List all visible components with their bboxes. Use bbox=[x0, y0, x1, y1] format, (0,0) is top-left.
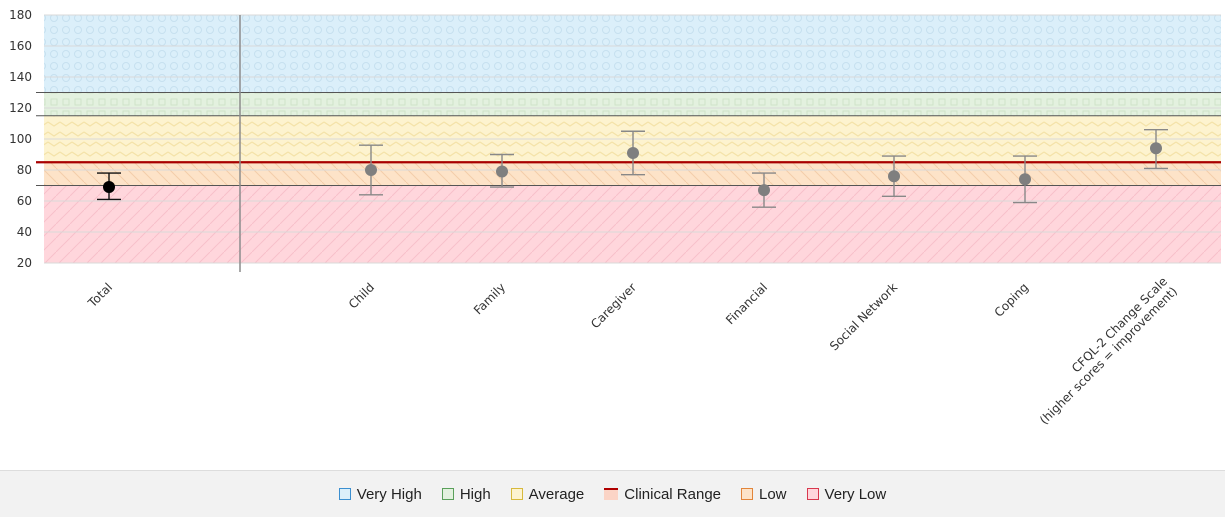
data-point bbox=[103, 181, 115, 194]
x-tick-label: Social Network bbox=[827, 280, 900, 353]
data-point-group bbox=[752, 172, 776, 208]
y-tick-label: 140 bbox=[9, 70, 32, 84]
x-tick-label-line: (higher scores = improvement) bbox=[1037, 284, 1180, 427]
legend-item-very-low[interactable]: Very Low bbox=[806, 485, 887, 503]
x-tick-label: CFQL-2 Change Scale(higher scores = impr… bbox=[1027, 274, 1180, 427]
data-point bbox=[758, 184, 770, 197]
data-point-group bbox=[882, 155, 906, 198]
data-point bbox=[496, 165, 508, 178]
data-point bbox=[1150, 142, 1162, 155]
y-tick-label: 60 bbox=[17, 194, 32, 208]
legend-swatch-low bbox=[741, 488, 753, 500]
y-tick-label: 80 bbox=[17, 163, 32, 177]
y-axis: 20 40 60 80 100 120 140 160 180 bbox=[9, 8, 32, 270]
legend-label-high: High bbox=[459, 485, 491, 503]
score-chart: 20 40 60 80 100 120 140 160 180 Total Child Family… bbox=[9, 8, 1221, 427]
legend-item-very-high[interactable]: Very High bbox=[338, 485, 422, 503]
data-point-group bbox=[621, 130, 645, 176]
data-point-group bbox=[1144, 128, 1168, 170]
legend-label-average: Average bbox=[528, 485, 585, 503]
x-tick-label: Child bbox=[346, 280, 377, 311]
legend-swatch-clinical-range bbox=[604, 488, 619, 500]
legend-label-clinical-range: Clinical Range bbox=[624, 485, 721, 503]
x-tick-label: Financial bbox=[723, 280, 770, 327]
data-points bbox=[97, 128, 1168, 208]
data-point bbox=[1019, 173, 1031, 186]
x-axis: Total Child Family Caregiver Financial Social… bbox=[85, 274, 1180, 427]
y-tick-label: 20 bbox=[17, 256, 32, 270]
y-tick-label: 40 bbox=[17, 225, 32, 239]
legend-swatch-very-high bbox=[338, 488, 351, 500]
y-tick-label: 120 bbox=[9, 101, 32, 115]
legend-label-low: Low bbox=[759, 485, 787, 503]
legend-item-average[interactable]: Average bbox=[510, 485, 585, 503]
y-tick-label: 160 bbox=[9, 39, 32, 53]
legend-item-high[interactable]: High bbox=[441, 485, 491, 503]
data-point-group bbox=[359, 144, 383, 196]
legend-label-very-high: Very High bbox=[356, 485, 422, 503]
band-pattern-very-low bbox=[44, 185, 1221, 263]
band-pattern-very-high bbox=[44, 15, 1221, 93]
data-point bbox=[627, 146, 639, 159]
data-point-group bbox=[97, 172, 121, 201]
legend-item-low[interactable]: Low bbox=[741, 486, 787, 503]
x-tick-label: Family bbox=[471, 280, 508, 317]
x-tick-label-line: CFQL-2 Change Scale bbox=[1069, 274, 1170, 375]
legend-swatch-average bbox=[510, 488, 523, 500]
data-point bbox=[888, 170, 900, 183]
x-tick-label: Coping bbox=[992, 280, 1032, 320]
data-point-group bbox=[1013, 155, 1037, 204]
legend: Very High High Average Clinical Range Low Ver… bbox=[0, 470, 1225, 517]
x-tick-label: Caregiver bbox=[588, 280, 639, 331]
x-tick-label: Total bbox=[85, 280, 115, 310]
legend-swatch-very-low bbox=[806, 488, 819, 500]
legend-label-very-low: Very Low bbox=[824, 485, 887, 503]
band-pattern-high bbox=[44, 92, 1221, 116]
data-point bbox=[365, 164, 377, 176]
y-tick-label: 100 bbox=[9, 132, 32, 146]
legend-item-clinical-range[interactable]: Clinical Range bbox=[604, 486, 721, 503]
legend-swatch-high bbox=[441, 488, 454, 500]
data-point-group bbox=[490, 153, 514, 188]
y-tick-label: 180 bbox=[9, 8, 32, 22]
